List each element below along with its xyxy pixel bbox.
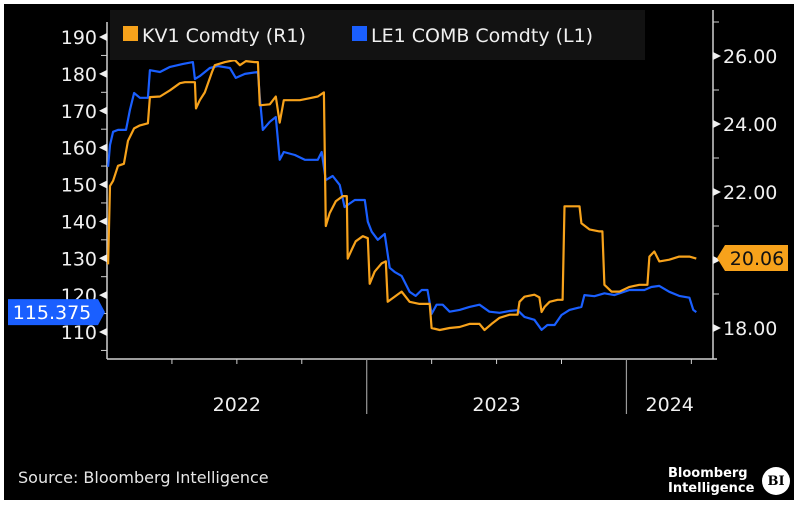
left-tick-marker [99, 328, 107, 336]
legend: KV1 Comdty (R1) LE1 COMB Comdty (L1) [110, 10, 645, 60]
brand-line-2: Intelligence [668, 481, 755, 496]
x-year-label: 2023 [472, 394, 520, 416]
badge-text: 115.375 [13, 302, 92, 324]
right-tick-label: 18.00 [723, 318, 777, 340]
chart-frame: 11012013014015016017018019018.0020.0022.… [4, 4, 794, 500]
left-tick-marker [99, 180, 107, 189]
x-year-label: 2022 [213, 394, 261, 416]
brand-line-1: Bloomberg [668, 466, 748, 481]
left-tick-marker [99, 254, 107, 263]
left-tick-marker [99, 217, 107, 226]
axes-layer: 11012013014015016017018019018.0020.0022.… [61, 10, 777, 416]
legend-swatch-le1 [352, 26, 367, 41]
left-tick-label: 170 [61, 101, 97, 123]
series-line-kv1 [107, 59, 697, 332]
source-note: Source: Bloomberg Intelligence [18, 468, 269, 487]
left-tick-label: 190 [61, 27, 97, 49]
legend-swatch-kv1 [123, 26, 138, 41]
badge-text: 20.06 [730, 248, 784, 270]
legend-background [110, 10, 645, 60]
right-tick-marker [713, 256, 721, 264]
left-tick-marker [99, 291, 107, 300]
right-tick-label: 22.00 [723, 182, 777, 204]
right-tick-marker [713, 52, 721, 60]
left-tick-label: 140 [61, 211, 97, 233]
badge-shape [8, 299, 105, 326]
left-tick-label: 130 [61, 248, 97, 270]
left-tick-marker [99, 33, 107, 41]
line-chart: 11012013014015016017018019018.0020.0022.… [8, 10, 788, 416]
right-tick-marker [713, 188, 721, 196]
bi-logo-icon: BI [762, 467, 790, 495]
left-tick-marker [99, 106, 107, 115]
x-year-label: 2024 [646, 394, 694, 416]
legend-label-kv1: KV1 Comdty (R1) [142, 25, 306, 47]
right-tick-marker [713, 324, 721, 332]
series-layer [107, 59, 697, 332]
left-tick-label: 150 [61, 175, 97, 197]
badge-shape [717, 244, 788, 271]
legend-label-le1: LE1 COMB Comdty (L1) [371, 25, 593, 47]
last-value-badge-le1: 115.375 [8, 299, 105, 326]
right-tick-label: 24.00 [723, 114, 777, 136]
left-tick-marker [99, 69, 107, 78]
brand-wordmark: Bloomberg Intelligence [668, 466, 754, 496]
left-tick-label: 180 [61, 64, 97, 86]
left-tick-label: 160 [61, 138, 97, 160]
left-tick-label: 110 [61, 322, 97, 344]
last-value-badge-kv1: 20.06 [717, 244, 788, 271]
right-tick-marker [713, 120, 721, 128]
right-tick-label: 26.00 [723, 46, 777, 68]
series-line-le1 [107, 61, 697, 331]
left-tick-marker [99, 143, 107, 152]
